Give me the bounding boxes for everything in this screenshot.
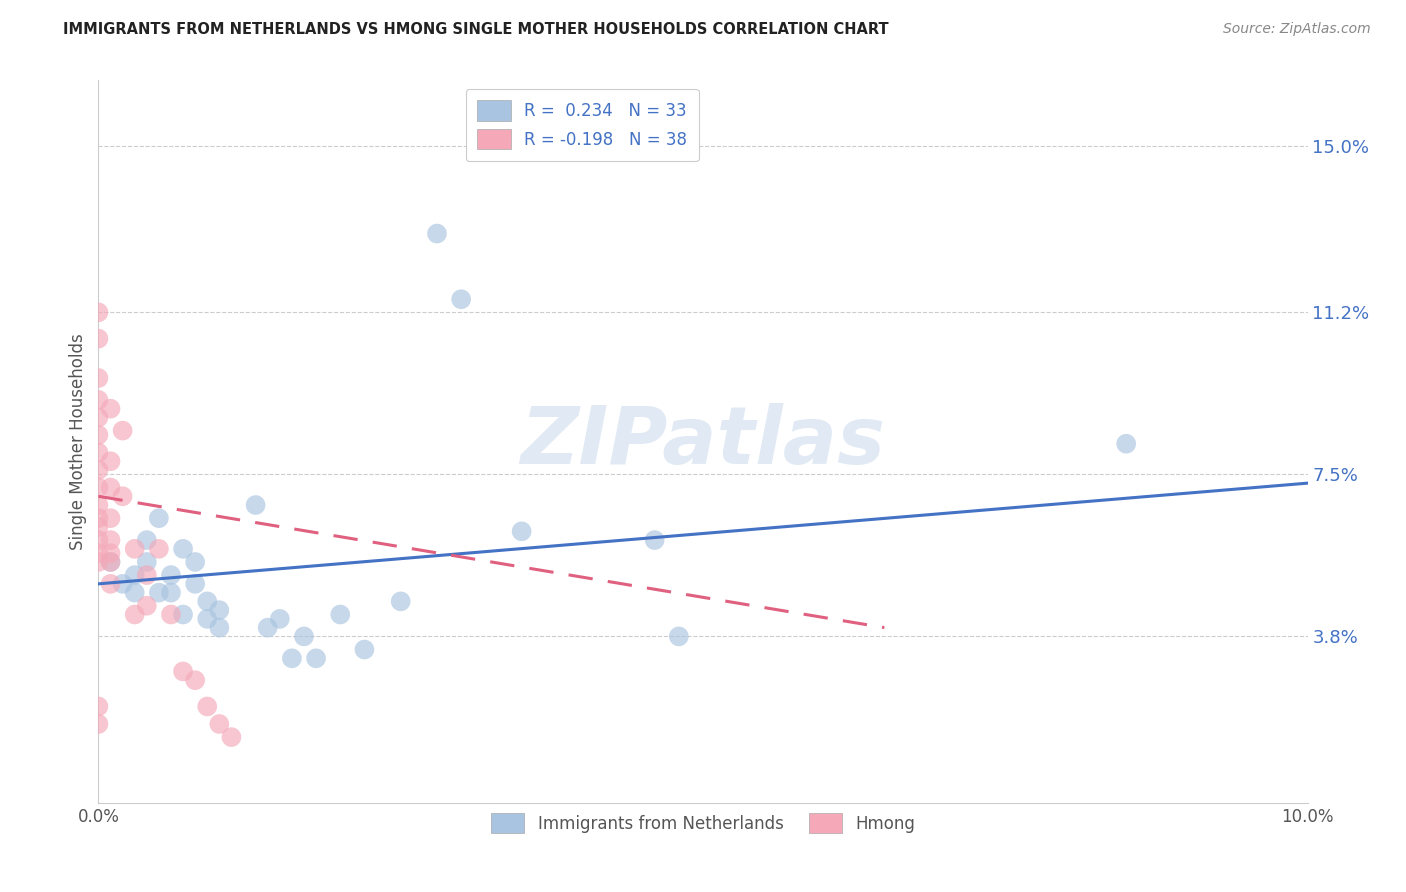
Point bbox=[172, 665, 194, 679]
Point bbox=[100, 533, 122, 547]
Point bbox=[172, 541, 194, 556]
Point bbox=[305, 651, 328, 665]
Point bbox=[160, 607, 183, 622]
Point bbox=[195, 612, 218, 626]
Point bbox=[281, 651, 304, 665]
Point bbox=[668, 629, 690, 643]
Y-axis label: Single Mother Households: Single Mother Households bbox=[69, 334, 87, 549]
Text: Source: ZipAtlas.com: Source: ZipAtlas.com bbox=[1223, 22, 1371, 37]
Point bbox=[87, 533, 110, 547]
Point bbox=[450, 292, 472, 306]
Point bbox=[87, 410, 110, 425]
Point bbox=[329, 607, 352, 622]
Point bbox=[87, 481, 110, 495]
Point bbox=[87, 717, 110, 731]
Point bbox=[208, 621, 231, 635]
Point bbox=[111, 577, 134, 591]
Legend: Immigrants from Netherlands, Hmong: Immigrants from Netherlands, Hmong bbox=[479, 801, 927, 845]
Point bbox=[172, 607, 194, 622]
Point bbox=[87, 332, 110, 346]
Point bbox=[87, 555, 110, 569]
Point bbox=[510, 524, 533, 539]
Point bbox=[245, 498, 267, 512]
Point bbox=[135, 599, 157, 613]
Point bbox=[184, 577, 207, 591]
Point bbox=[87, 445, 110, 459]
Point bbox=[100, 555, 122, 569]
Point bbox=[100, 481, 122, 495]
Point bbox=[195, 699, 218, 714]
Point bbox=[135, 568, 157, 582]
Point bbox=[208, 603, 231, 617]
Point bbox=[269, 612, 291, 626]
Point bbox=[100, 555, 122, 569]
Point bbox=[148, 541, 170, 556]
Point bbox=[208, 717, 231, 731]
Point bbox=[87, 699, 110, 714]
Point bbox=[160, 585, 183, 599]
Point bbox=[100, 577, 122, 591]
Text: ZIPatlas: ZIPatlas bbox=[520, 402, 886, 481]
Point bbox=[135, 555, 157, 569]
Point bbox=[87, 546, 110, 560]
Point bbox=[124, 568, 146, 582]
Point bbox=[644, 533, 666, 547]
Point bbox=[124, 541, 146, 556]
Point bbox=[100, 546, 122, 560]
Point bbox=[124, 585, 146, 599]
Text: IMMIGRANTS FROM NETHERLANDS VS HMONG SINGLE MOTHER HOUSEHOLDS CORRELATION CHART: IMMIGRANTS FROM NETHERLANDS VS HMONG SIN… bbox=[63, 22, 889, 37]
Point bbox=[87, 428, 110, 442]
Point bbox=[87, 511, 110, 525]
Point bbox=[124, 607, 146, 622]
Point bbox=[87, 371, 110, 385]
Point bbox=[184, 555, 207, 569]
Point bbox=[111, 424, 134, 438]
Point bbox=[100, 401, 122, 416]
Point bbox=[160, 568, 183, 582]
Point bbox=[426, 227, 449, 241]
Point bbox=[100, 511, 122, 525]
Point bbox=[87, 463, 110, 477]
Point bbox=[100, 454, 122, 468]
Point bbox=[389, 594, 412, 608]
Point bbox=[87, 305, 110, 319]
Point bbox=[148, 511, 170, 525]
Point bbox=[256, 621, 278, 635]
Point bbox=[87, 520, 110, 534]
Point bbox=[87, 498, 110, 512]
Point bbox=[221, 730, 243, 744]
Point bbox=[148, 585, 170, 599]
Point bbox=[195, 594, 218, 608]
Point bbox=[353, 642, 375, 657]
Point bbox=[184, 673, 207, 688]
Point bbox=[135, 533, 157, 547]
Point bbox=[87, 392, 110, 407]
Point bbox=[111, 489, 134, 503]
Point bbox=[292, 629, 315, 643]
Point bbox=[1115, 436, 1137, 450]
